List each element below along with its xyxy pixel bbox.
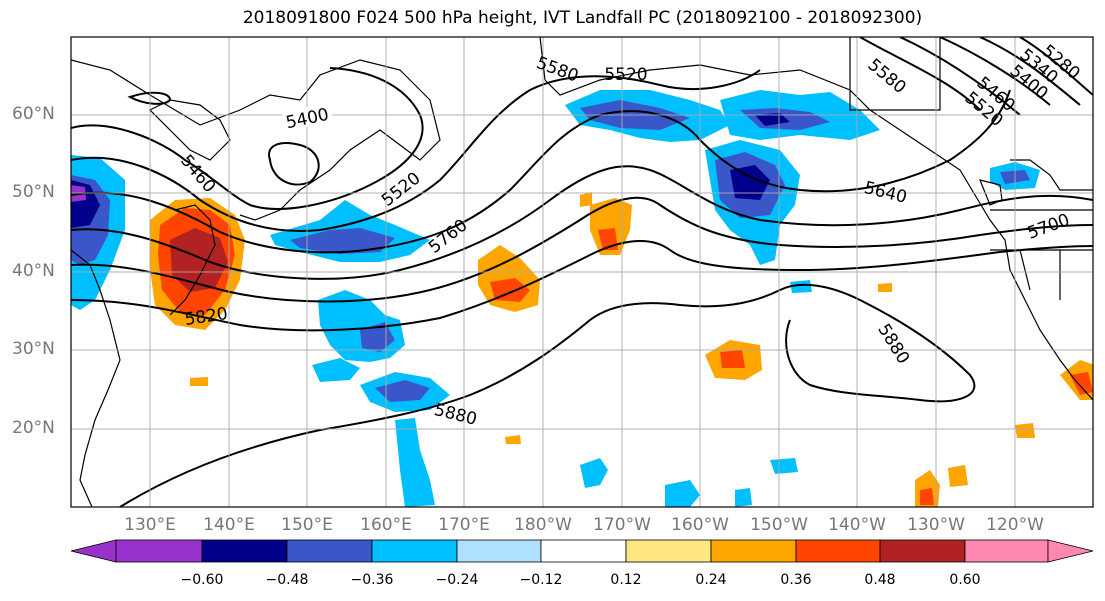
lon-label: 160°W — [671, 515, 729, 535]
colorbar-bin — [201, 539, 288, 563]
lat-label: 20°N — [12, 418, 55, 438]
lon-label: 140°E — [203, 515, 255, 535]
lon-label: 130°E — [124, 515, 176, 535]
lon-label: 170°W — [593, 515, 651, 535]
colorbar — [70, 539, 1094, 563]
negative-pc-shading — [71, 90, 1040, 507]
height-contours — [71, 37, 1093, 507]
lon-label: 170°E — [438, 515, 490, 535]
contour-label: 5520 — [604, 65, 647, 85]
colorbar-extend-max — [1047, 539, 1094, 563]
colorbar-bin — [710, 539, 797, 563]
lon-label: 150°W — [750, 515, 808, 535]
colorbar-tick-label: −0.12 — [519, 572, 563, 588]
colorbar-bin — [625, 539, 712, 563]
colorbar-tick-label: 0.24 — [695, 572, 727, 588]
colorbar-tick-label: 0.48 — [864, 572, 896, 588]
lon-label: 130°W — [907, 515, 965, 535]
contour-label: 5640 — [862, 178, 909, 208]
contour-label: 5700 — [1025, 210, 1072, 244]
colorbar-bin — [879, 539, 966, 563]
colorbar-tick-label: −0.36 — [350, 572, 394, 588]
contour-label: 5580 — [864, 55, 910, 98]
colorbar-tick-label: −0.24 — [435, 572, 479, 588]
lat-label: 30°N — [12, 339, 55, 359]
colorbar-bin — [286, 539, 373, 563]
lon-label: 140°W — [828, 515, 886, 535]
map-title: 2018091800 F024 500 hPa height, IVT Land… — [242, 8, 923, 28]
graticule — [71, 37, 1093, 507]
contour-label: 5880 — [432, 400, 479, 430]
colorbar-tick-label: 0.60 — [949, 572, 981, 588]
lon-label: 150°E — [281, 515, 333, 535]
colorbar-bin — [964, 539, 1049, 563]
lat-label: 50°N — [12, 182, 55, 202]
map-area: 5400 5460 5520 5580 5520 5760 5820 5880 … — [71, 37, 1093, 507]
lon-label: 120°W — [986, 515, 1044, 535]
contour-label: 5880 — [873, 320, 913, 367]
contour-label: 5580 — [534, 53, 581, 87]
colorbar-tick-label: −0.48 — [265, 572, 309, 588]
coastlines — [71, 37, 1093, 507]
colorbar-bin — [795, 539, 881, 563]
map-frame — [70, 36, 1094, 508]
colorbar-tick-label: 0.36 — [780, 572, 812, 588]
colorbar-bin — [540, 539, 627, 563]
colorbar-tick-label: 0.12 — [610, 572, 642, 588]
colorbar-extend-min — [70, 539, 117, 563]
colorbar-bin — [456, 539, 542, 563]
lon-label: 160°E — [360, 515, 412, 535]
lat-label: 40°N — [12, 261, 55, 281]
colorbar-tick-label: −0.60 — [180, 572, 224, 588]
colorbar-bin — [115, 539, 203, 563]
colorbar-bin — [371, 539, 458, 563]
lon-label: 180°W — [514, 515, 572, 535]
lat-label: 60°N — [12, 104, 55, 124]
